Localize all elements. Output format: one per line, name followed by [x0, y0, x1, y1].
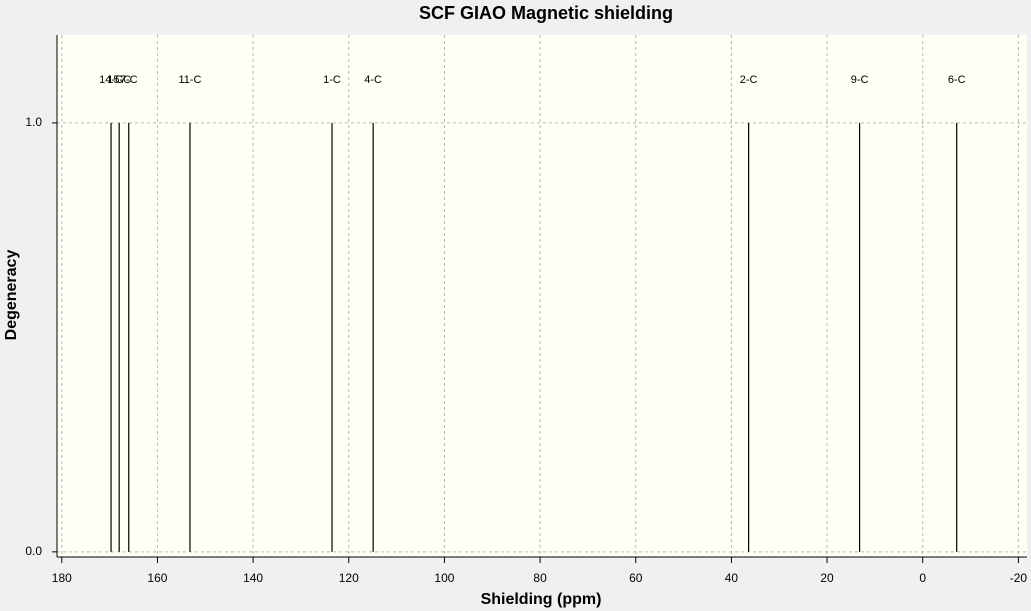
- x-tick-label: 80: [533, 571, 547, 585]
- plot-area: [57, 35, 1027, 557]
- y-tick-label: 1.0: [25, 115, 42, 129]
- peak-label: 9-C: [851, 74, 869, 86]
- x-tick-label: 60: [629, 571, 643, 585]
- x-tick-label: 100: [434, 571, 454, 585]
- peak-label: 2-C: [740, 74, 758, 86]
- peak-label: 11-C: [178, 74, 201, 86]
- x-tick-label: 140: [243, 571, 263, 585]
- peak-label: 7-C: [120, 74, 138, 86]
- peak-label: 4-C: [364, 74, 382, 86]
- x-tick-label: 120: [339, 571, 359, 585]
- plot-layer: 180 160 140 120 100 80 60 40 20 0 -20 0.0 1.0 14-C15-…: [25, 35, 1027, 585]
- x-axis-label: Shielding (ppm): [481, 591, 602, 608]
- peak-label: 1-C: [323, 74, 341, 86]
- y-tick-label: 0.0: [25, 544, 42, 558]
- x-tick-label: -20: [1010, 571, 1028, 585]
- chart-title: SCF GIAO Magnetic shielding: [419, 3, 673, 23]
- x-tick-label: 160: [147, 571, 167, 585]
- x-tick-label: 0: [919, 571, 926, 585]
- peak-label: 6-C: [948, 74, 966, 86]
- x-tick-label: 40: [725, 571, 739, 585]
- peak-label: 14-C: [99, 74, 123, 86]
- x-tick-label: 180: [52, 571, 72, 585]
- peak-label: 15-C: [107, 74, 131, 86]
- y-axis-label: Degeneracy: [3, 250, 20, 341]
- x-tick-label: 20: [820, 571, 834, 585]
